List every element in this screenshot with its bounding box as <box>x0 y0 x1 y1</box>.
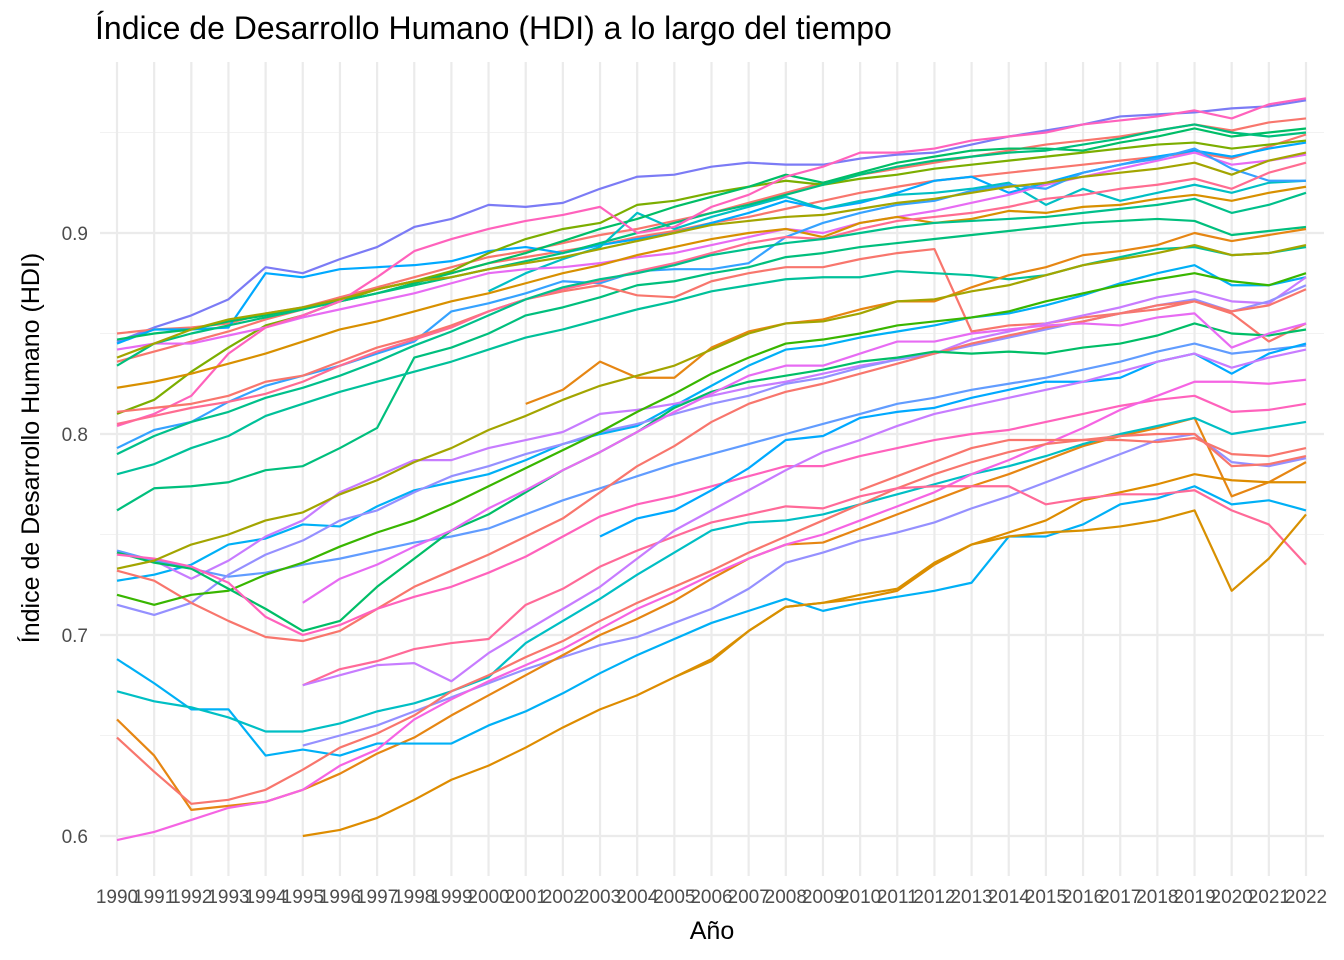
x-tick-label: 2014 <box>988 887 1031 908</box>
x-tick-label: 1993 <box>207 887 249 908</box>
x-tick-label: 1995 <box>282 887 324 908</box>
series-line-36 <box>525 227 1307 405</box>
series-line-27 <box>116 394 1307 637</box>
y-tick-label: 0.9 <box>62 224 88 245</box>
series-line-32 <box>116 378 1307 842</box>
series-line-1 <box>116 99 1307 343</box>
series-line-23 <box>116 322 1307 633</box>
series-line-8 <box>116 151 1307 351</box>
series-line-12 <box>116 147 1306 450</box>
series-line-38 <box>673 509 1307 679</box>
series-line-41 <box>116 191 1307 456</box>
series-layer <box>116 97 1307 842</box>
series-line-18 <box>116 245 1307 476</box>
x-tick-label: 2000 <box>467 887 509 908</box>
x-tick-label: 2015 <box>1025 887 1067 908</box>
series-line-24 <box>116 161 1307 426</box>
x-tick-label: 1991 <box>133 887 175 908</box>
series-line-30 <box>116 485 1307 757</box>
series-line-34 <box>859 436 1307 492</box>
x-tick-label: 2022 <box>1285 887 1327 908</box>
chart-title: Índice de Desarrollo Humano (HDI) a lo l… <box>95 10 892 46</box>
series-line-22 <box>116 272 1307 606</box>
series-line-21 <box>116 288 1307 643</box>
y-tick-label: 0.8 <box>62 425 88 446</box>
x-tick-label: 2005 <box>653 887 695 908</box>
x-tick-label: 2004 <box>616 887 659 908</box>
x-tick-label: 2018 <box>1136 887 1178 908</box>
x-tick-label: 2003 <box>579 887 621 908</box>
series-line-9 <box>116 123 1307 367</box>
series-line-13 <box>116 151 1307 359</box>
series-line-39 <box>302 348 1307 687</box>
series-line-11 <box>116 185 1307 389</box>
x-tick-label: 2020 <box>1211 887 1253 908</box>
x-tick-label: 2009 <box>802 887 844 908</box>
y-axis-ticks: 0.6 0.7 0.8 0.9 <box>62 224 88 848</box>
series-line-15 <box>116 217 1307 512</box>
series-line-19 <box>116 342 1307 578</box>
x-tick-label: 2010 <box>839 887 881 908</box>
x-axis-title: Año <box>690 917 734 945</box>
series-line-17 <box>116 276 1307 580</box>
y-tick-label: 0.6 <box>62 827 88 848</box>
y-tick-label: 0.7 <box>62 626 88 647</box>
series-line-26 <box>302 312 1307 604</box>
series-line-40 <box>116 243 1307 570</box>
series-line-10 <box>116 97 1307 428</box>
x-tick-label: 2016 <box>1062 887 1104 908</box>
series-line-33 <box>116 432 1307 805</box>
series-line-16 <box>116 247 1307 413</box>
x-tick-label: 1996 <box>319 887 361 908</box>
x-tick-label: 1990 <box>96 887 138 908</box>
series-line-37 <box>302 485 1307 687</box>
x-tick-label: 2007 <box>728 887 770 908</box>
x-axis-ticks: 1990199119921993199419951996199719981999… <box>96 887 1327 908</box>
x-tick-label: 2008 <box>765 887 807 908</box>
x-tick-label: 2002 <box>542 887 584 908</box>
x-tick-label: 2012 <box>913 887 955 908</box>
x-tick-label: 2017 <box>1099 887 1141 908</box>
x-tick-label: 1998 <box>393 887 435 908</box>
y-axis-title: Índice de Desarrollo Humano (HDI) <box>16 253 45 643</box>
x-tick-label: 1999 <box>430 887 472 908</box>
x-tick-label: 1992 <box>170 887 212 908</box>
x-tick-label: 2019 <box>1173 887 1215 908</box>
x-tick-label: 2011 <box>877 887 918 908</box>
x-tick-label: 2006 <box>690 887 732 908</box>
x-tick-label: 1997 <box>356 887 398 908</box>
x-tick-label: 2013 <box>950 887 992 908</box>
x-tick-label: 2001 <box>505 887 547 908</box>
x-tick-label: 1994 <box>244 887 287 908</box>
x-tick-label: 2021 <box>1248 887 1290 908</box>
